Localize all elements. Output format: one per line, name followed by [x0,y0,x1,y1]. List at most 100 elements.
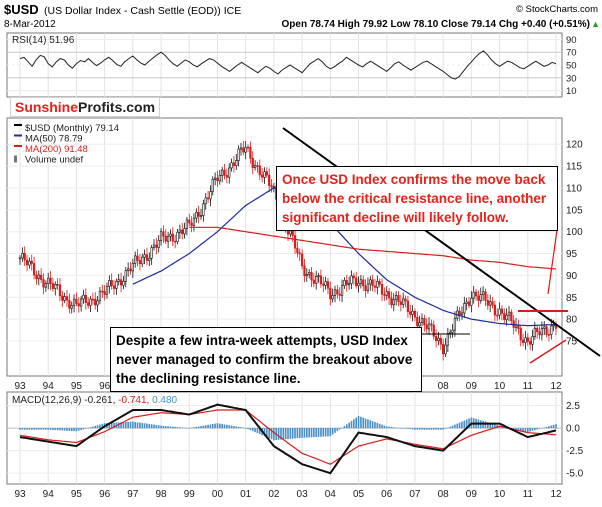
macd-histogram-bar [77,428,80,431]
macd-histogram-bar [390,426,393,429]
price-bar-body [303,265,306,277]
x-tick-label-macd: 05 [353,489,365,500]
macd-histogram-bar [512,428,515,429]
macd-histogram-bar [96,425,99,429]
price-bar-body [449,331,452,334]
macd-histogram-bar [447,427,449,429]
price-tick-label: 85 [566,293,578,304]
price-bar-body [322,283,325,286]
price-bar-body [380,283,384,295]
macd-histogram-bar [538,428,541,429]
macd-histogram-bar [181,427,184,429]
macd-histogram-bar [143,423,146,429]
price-bar-body [550,325,553,335]
macd-histogram-bar [545,426,548,429]
price-bar-body [376,281,379,288]
price-bar-body [117,279,120,282]
price-bar-body [96,300,99,306]
price-bar-body [308,272,311,275]
price-bar-body [49,277,52,284]
x-tick-label-macd: 12 [550,489,562,500]
price-bar-body [472,291,475,299]
price-bar-body [378,281,381,285]
price-bar-body [178,229,181,233]
price-bar-body [345,280,348,286]
macd-histogram-bar [463,420,466,429]
price-bar-body [409,311,412,315]
macd-histogram-bar [526,428,529,433]
macd-histogram-bar [376,422,379,429]
x-tick-label-macd: 93 [14,489,26,500]
macd-histogram-bar [230,425,233,429]
macd-histogram-bar [110,422,113,429]
price-bar-body [110,280,113,287]
macd-histogram-bar [341,427,343,429]
price-bar-body [479,294,482,301]
price-bar-body [42,279,45,288]
price-bar-body [533,327,536,337]
x-tick-label-macd: 11 [523,489,534,500]
macd-histogram-bar [273,428,275,441]
price-bar-body [402,298,405,305]
price-bar-body [355,277,358,287]
price-bar-body [185,219,189,229]
price-bar-body [65,296,69,301]
price-bar-body [338,293,341,296]
price-bar-body [195,211,198,219]
price-bar-body [364,285,367,292]
price-bar-body [510,311,513,322]
macd-histogram-bar [374,422,376,429]
macd-histogram-bar [254,428,256,433]
macd-histogram-bar [56,428,59,431]
x-tick-label-macd: 08 [438,489,450,500]
price-bar-body [411,310,414,315]
price-bar-body [357,283,360,287]
macd-histogram-bar [251,428,254,432]
price-bar-body [206,197,210,200]
rsi-tick-label: 70 [566,48,577,59]
macd-histogram-bar [42,428,45,430]
macd-histogram-bar [407,428,409,429]
macd-histogram-bar [550,425,553,429]
x-tick-label-macd: 97 [127,489,139,500]
macd-histogram-bar [186,427,188,429]
macd-histogram-bar [494,424,496,429]
macd-histogram-bar [536,428,539,430]
price-bar-body [347,283,351,286]
price-bar-body [326,281,330,289]
x-tick-label-price: 94 [43,381,55,392]
macd-histogram-bar [548,426,550,429]
price-bar-body [423,318,426,326]
price-bar-body [239,147,243,150]
price-bar-body [529,341,532,345]
price-bar-body [251,157,254,168]
price-bar-body [270,185,273,188]
x-tick-label-macd: 02 [268,489,280,500]
macd-histogram-bar [360,416,362,429]
macd-histogram-bar [355,417,357,429]
header-up-arrow: ▲ [591,19,600,29]
price-bar-body [246,146,250,149]
price-bar-body [373,285,377,288]
macd-histogram-bar [519,428,522,431]
x-tick-label-macd: 95 [71,489,83,500]
price-bar-body [44,283,47,288]
price-bar-body [399,301,402,305]
macd-histogram-bar [75,428,78,432]
macd-histogram-bar [310,428,313,438]
macd-histogram-bar [395,427,397,429]
macd-histogram-bar [350,420,353,429]
price-bar-body [333,289,337,296]
macd-histogram-bar [305,428,308,438]
price-bar-body [68,299,71,309]
x-tick-label-macd: 06 [381,489,393,500]
price-bar-body [32,263,36,276]
macd-histogram-bar [388,426,390,429]
price-bar-body [155,244,158,248]
macd-histogram-bar [148,423,151,429]
price-tick-label: 115 [566,162,582,173]
price-bar-body [305,274,308,277]
macd-histogram-bar [228,425,231,429]
price-bar-body [369,279,372,285]
price-bar-body [98,290,102,302]
